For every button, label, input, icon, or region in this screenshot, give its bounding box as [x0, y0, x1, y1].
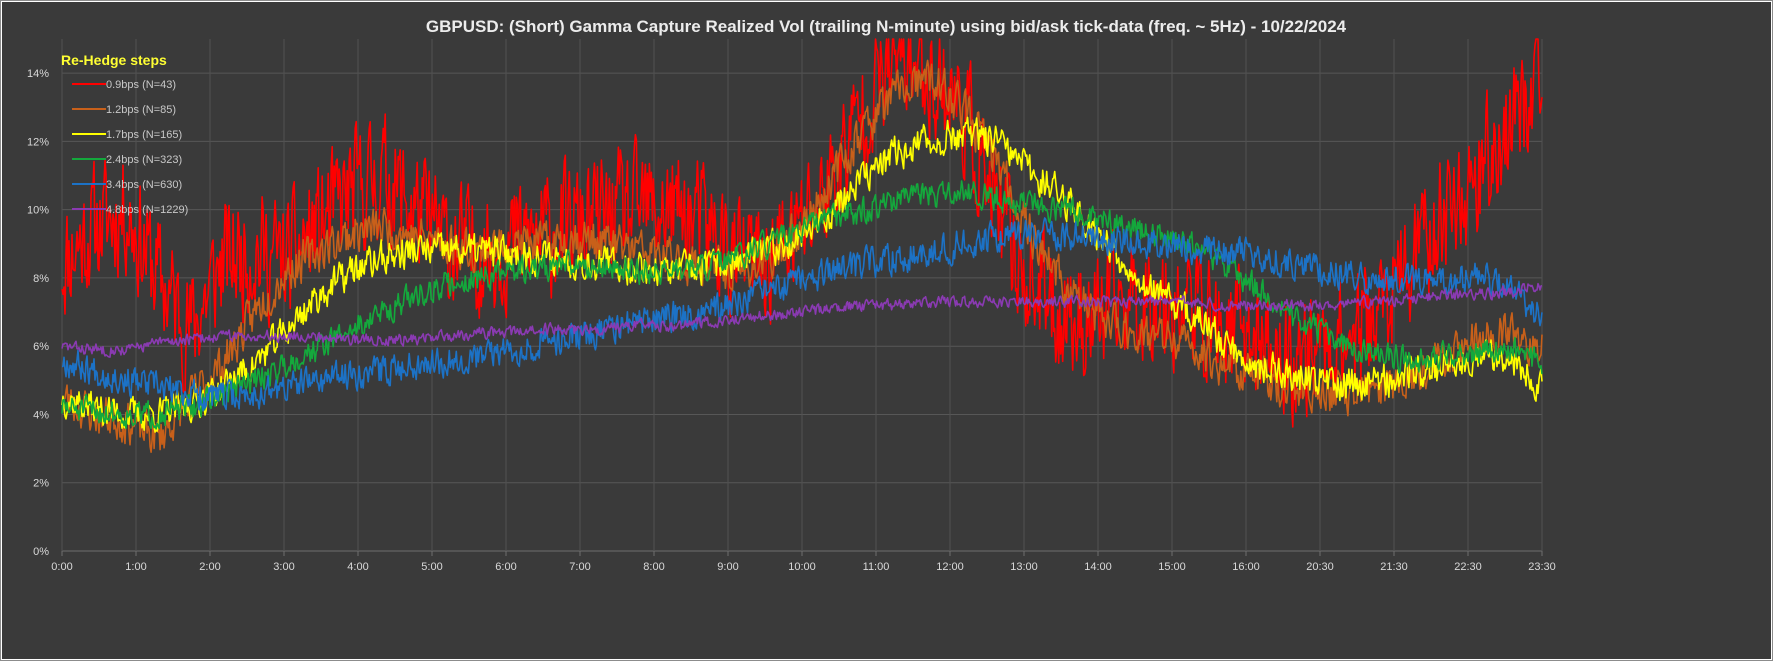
legend-label: 3.4bps (N=630): [106, 179, 182, 191]
y-tick-label: 8%: [33, 273, 49, 285]
series-line: [61, 38, 1543, 428]
x-tick-label: 9:00: [717, 561, 738, 573]
x-tick-label: 5:00: [421, 561, 442, 573]
legend-title: Re-Hedge steps: [61, 52, 167, 68]
x-tick-label: 7:00: [569, 561, 590, 573]
x-tick-label: 20:30: [1306, 561, 1334, 573]
x-tick-label: 14:00: [1084, 561, 1112, 573]
x-tick-label: 15:00: [1158, 561, 1186, 573]
y-tick-label: 6%: [33, 341, 49, 353]
y-tick-label: 4%: [33, 409, 49, 421]
x-tick-label: 1:00: [125, 561, 146, 573]
y-tick-label: 12%: [27, 136, 49, 148]
chart-title: GBPUSD: (Short) Gamma Capture Realized V…: [426, 17, 1347, 36]
x-tick-label: 16:00: [1232, 561, 1260, 573]
x-tick-label: 8:00: [643, 561, 664, 573]
y-tick-label: 14%: [27, 68, 49, 80]
x-tick-label: 10:00: [788, 561, 816, 573]
legend-label: 4.8bps (N=1229): [106, 204, 188, 216]
y-tick-label: 0%: [33, 546, 49, 558]
series-line: [62, 217, 1543, 412]
plot-lines: [61, 38, 1543, 454]
y-tick-label: 2%: [33, 478, 49, 490]
x-tick-label: 21:30: [1380, 561, 1408, 573]
x-tick-label: 3:00: [273, 561, 294, 573]
legend-label: 1.2bps (N=85): [106, 104, 176, 116]
x-tick-label: 11:00: [863, 561, 890, 573]
series-line: [61, 180, 1543, 430]
x-tick-label: 6:00: [495, 561, 516, 573]
legend: Re-Hedge steps 0.9bps (N=43) 1.2bps (N=85…: [61, 52, 188, 216]
x-axis: 0:00 1:00 2:00 3:00 4:00 5:00 6:00 7:00 8:00 9:00…: [51, 551, 1556, 573]
y-tick-label: 10%: [27, 205, 49, 217]
x-tick-label: 22:30: [1454, 561, 1482, 573]
legend-label: 0.9bps (N=43): [106, 79, 176, 91]
x-tick-label: 13:00: [1010, 561, 1038, 573]
x-tick-label: 2:00: [199, 561, 220, 573]
series-line: [61, 282, 1543, 358]
legend-label: 1.7bps (N=165): [106, 129, 182, 141]
legend-label: 2.4bps (N=323): [106, 154, 182, 166]
x-tick-label: 4:00: [347, 561, 368, 573]
x-tick-label: 0:00: [51, 561, 72, 573]
x-tick-label: 12:00: [936, 561, 964, 573]
x-tick-label: 23:30: [1528, 561, 1556, 573]
legend-items: 0.9bps (N=43) 1.2bps (N=85) 1.7bps (N=165)…: [72, 79, 188, 216]
y-axis: 0% 2% 4% 6% 8% 10% 12% 14%: [27, 68, 49, 558]
